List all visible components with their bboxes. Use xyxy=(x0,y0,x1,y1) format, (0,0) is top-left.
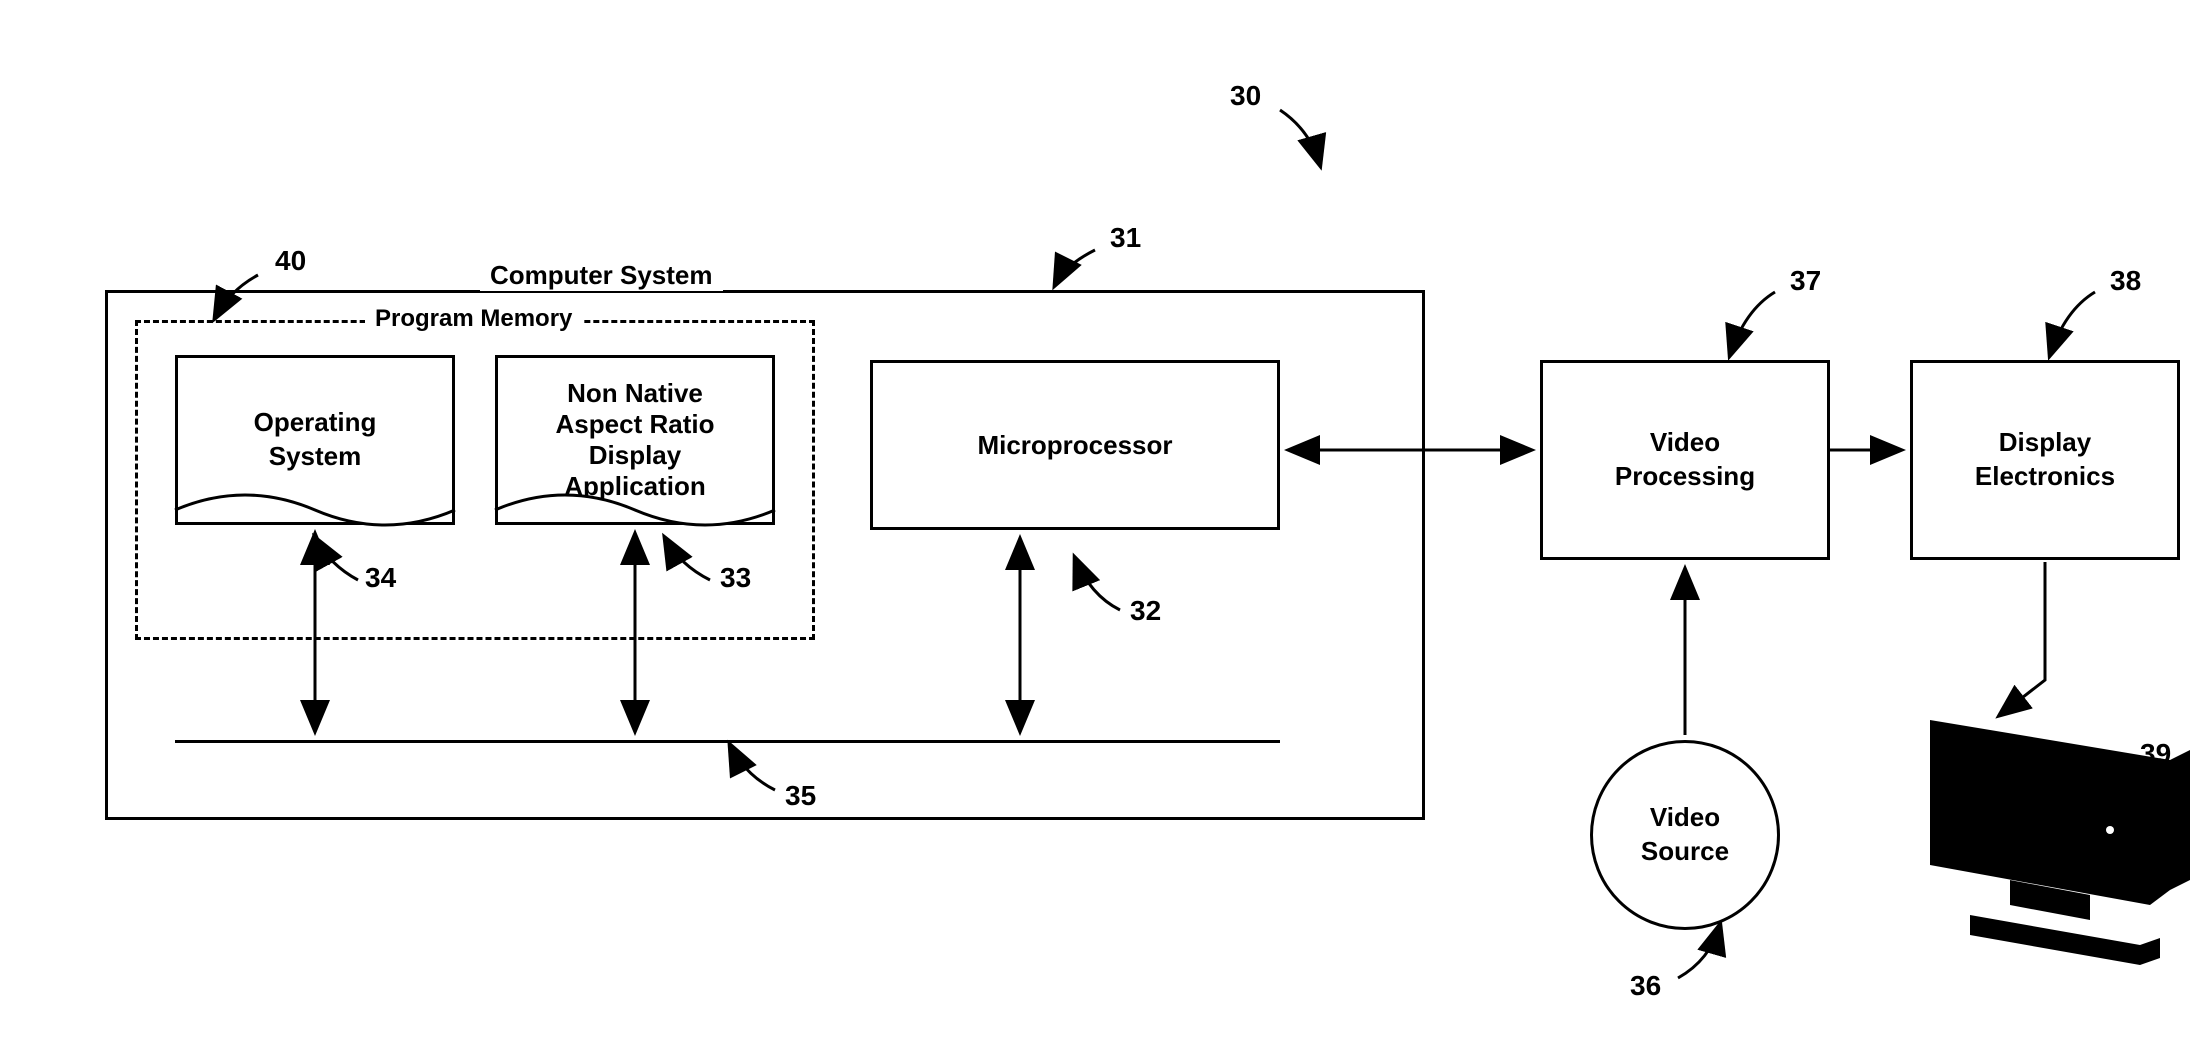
operating-system-box: Operating System xyxy=(175,355,455,525)
display-electronics-label: Display Electronics xyxy=(1975,426,2115,494)
ref-34: 34 xyxy=(365,562,396,594)
ref-37: 37 xyxy=(1790,265,1821,297)
operating-system-label: Operating System xyxy=(254,406,377,474)
ref-30: 30 xyxy=(1230,80,1261,112)
microprocessor-label: Microprocessor xyxy=(977,430,1172,461)
bus-line xyxy=(175,740,1280,743)
video-processing-label: Video Processing xyxy=(1615,426,1755,494)
video-processing-box: Video Processing xyxy=(1540,360,1830,560)
microprocessor-box: Microprocessor xyxy=(870,360,1280,530)
non-native-label: Non Native Aspect Ratio Display Applicat… xyxy=(556,378,715,503)
computer-system-title: Computer System xyxy=(480,260,723,291)
ref-35: 35 xyxy=(785,780,816,812)
video-source-circle: Video Source xyxy=(1590,740,1780,930)
ref-33: 33 xyxy=(720,562,751,594)
ref-31: 31 xyxy=(1110,222,1141,254)
non-native-box: Non Native Aspect Ratio Display Applicat… xyxy=(495,355,775,525)
ref-32: 32 xyxy=(1130,595,1161,627)
ref-40: 40 xyxy=(275,245,306,277)
display-electronics-box: Display Electronics xyxy=(1910,360,2180,560)
ref-39: 39 xyxy=(2140,738,2171,770)
video-source-label: Video Source xyxy=(1641,801,1729,869)
ref-38: 38 xyxy=(2110,265,2141,297)
ref-36: 36 xyxy=(1630,970,1661,1002)
program-memory-title: Program Memory xyxy=(365,305,582,333)
